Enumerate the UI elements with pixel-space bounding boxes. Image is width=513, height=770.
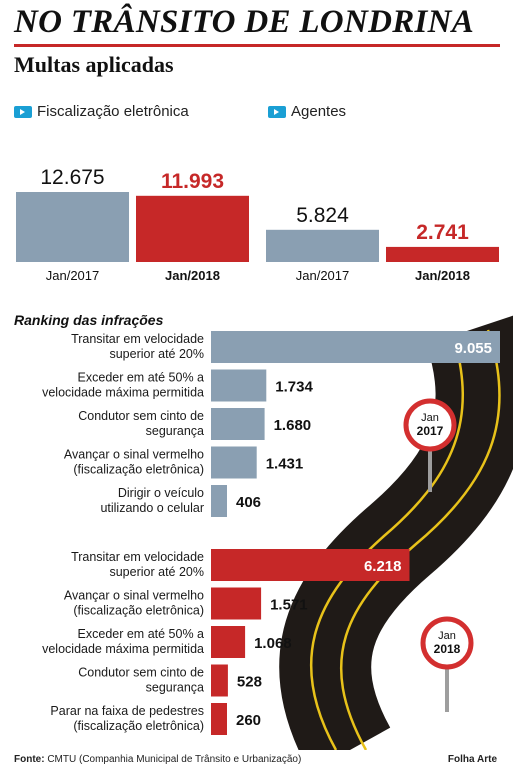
year-sign-year: 2017 <box>417 424 444 438</box>
ranking-bar <box>211 446 257 479</box>
ranking-category-label: Transitar em velocidade <box>71 332 204 346</box>
total-category-label: Jan/2018 <box>165 268 220 283</box>
road-illustration <box>279 315 513 750</box>
road-lane-line <box>339 329 501 750</box>
ranking-bar <box>211 587 262 620</box>
ranking-category-label: superior até 20% <box>109 565 204 579</box>
page-subtitle: Multas aplicadas <box>14 52 174 77</box>
source-text: CMTU (Companhia Municipal de Trânsito e … <box>44 754 302 765</box>
road-lane-line <box>309 331 464 750</box>
total-bar <box>16 192 129 262</box>
ranking-bar <box>211 664 228 697</box>
arrow-badge-icon <box>268 105 286 118</box>
ranking-bar <box>211 485 227 517</box>
ranking-bar <box>211 703 227 735</box>
ranking-category-label: Dirigir o veículo <box>118 486 204 500</box>
ranking-category-label: utilizando o celular <box>100 501 204 515</box>
ranking-value-label: 1.680 <box>274 417 312 434</box>
ranking-category-label: segurança <box>146 424 204 438</box>
ranking-category-label: Avançar o sinal vermelho <box>64 448 204 462</box>
source-note: Fonte: CMTU (Companhia Municipal de Trân… <box>14 754 301 765</box>
ranking-bar <box>211 331 500 363</box>
ranking-category-label: Condutor sem cinto de <box>78 666 204 680</box>
ranking-bar <box>211 369 267 402</box>
arrow-badge-icon <box>14 105 32 118</box>
year-sign <box>403 398 457 452</box>
credit: Folha Arte <box>447 754 497 765</box>
ranking-value-label: 528 <box>237 674 262 691</box>
ranking-bar <box>211 626 246 658</box>
title-rule <box>14 44 500 47</box>
ranking-category-label: Exceder em até 50% a <box>78 627 205 641</box>
ranking-category-label: Condutor sem cinto de <box>78 409 204 423</box>
total-value-label: 11.993 <box>161 170 224 193</box>
legend-item-agents: Agentes <box>268 103 346 120</box>
year-sign-month: Jan <box>438 630 456 642</box>
ranking-value-label: 1.068 <box>254 635 292 652</box>
legend-label: Agentes <box>291 103 347 120</box>
ranking-category-label: Avançar o sinal vermelho <box>64 589 204 603</box>
total-value-label: 5.824 <box>296 204 349 227</box>
ranking-value-label: 406 <box>236 494 261 511</box>
legend-item-electronic: Fiscalização eletrônica <box>14 103 189 120</box>
total-value-label: 2.741 <box>416 221 469 244</box>
ranking-category-label: Exceder em até 50% a <box>78 371 205 385</box>
total-category-label: Jan/2017 <box>296 268 350 283</box>
total-value-label: 12.675 <box>40 166 104 189</box>
source-label: Fonte: <box>14 754 45 765</box>
legend-label: Fiscalização eletrônica <box>37 103 189 120</box>
year-sign-year: 2018 <box>434 642 461 656</box>
ranking-category-label: Transitar em velocidade <box>71 550 204 564</box>
ranking-category-label: velocidade máxima permitida <box>42 642 204 656</box>
ranking-category-label: (fiscalização eletrônica) <box>73 719 204 733</box>
year-sign <box>420 616 474 670</box>
ranking-category-label: (fiscalização eletrônica) <box>73 604 204 618</box>
ranking-value-label: 1.431 <box>266 456 304 473</box>
ranking-value-label: 260 <box>236 712 261 729</box>
ranking-value-label: 1.571 <box>270 597 308 614</box>
ranking-bar <box>211 408 265 440</box>
chart-canvas: 12.675 Jan/2017 11.993 Jan/2018 5.824 Jan/201… <box>16 166 513 750</box>
ranking-value-label: 6.218 <box>364 558 402 575</box>
ranking-value-label: 9.055 <box>454 340 492 357</box>
ranking-title: Ranking das infrações <box>14 312 164 328</box>
year-sign-month: Jan <box>421 412 439 424</box>
total-category-label: Jan/2018 <box>415 268 470 283</box>
total-bar <box>386 246 499 262</box>
total-bar <box>136 195 249 262</box>
ranking-category-label: (fiscalização eletrônica) <box>73 463 204 477</box>
total-category-label: Jan/2017 <box>46 268 100 283</box>
ranking-category-label: velocidade máxima permitida <box>42 386 204 400</box>
ranking-category-label: Parar na faixa de pedestres <box>50 704 204 718</box>
ranking-value-label: 1.734 <box>275 379 313 396</box>
total-bar <box>266 229 379 262</box>
ranking-category-label: segurança <box>146 681 204 695</box>
totals-bar-chart: 12.675 Jan/2017 11.993 Jan/2018 5.824 Jan/201… <box>16 166 499 283</box>
road-surface <box>279 315 513 750</box>
ranking-category-label: superior até 20% <box>109 347 204 361</box>
page-title: NO TRÂNSITO DE LONDRINA <box>14 4 475 40</box>
ranking-bar <box>211 549 410 581</box>
